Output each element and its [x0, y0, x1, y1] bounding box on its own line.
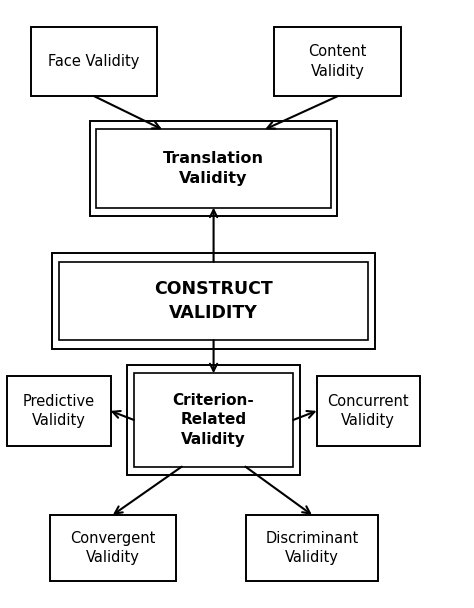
Bar — [53, 254, 375, 348]
Bar — [317, 376, 419, 446]
Text: CONSTRUCT
VALIDITY: CONSTRUCT VALIDITY — [154, 280, 273, 322]
Text: Predictive
Validity: Predictive Validity — [23, 393, 95, 428]
Bar — [97, 130, 331, 207]
Text: Face Validity: Face Validity — [48, 54, 140, 69]
Bar — [8, 376, 110, 446]
Bar — [59, 262, 368, 340]
Text: Concurrent
Validity: Concurrent Validity — [328, 393, 409, 428]
Text: Discriminant
Validity: Discriminant Validity — [265, 531, 358, 565]
Bar — [128, 365, 300, 475]
Text: Criterion-
Related
Validity: Criterion- Related Validity — [173, 393, 255, 447]
Bar — [134, 373, 293, 467]
Bar — [31, 27, 157, 96]
Text: Convergent
Validity: Convergent Validity — [70, 531, 155, 565]
Text: Translation
Validity: Translation Validity — [163, 151, 264, 186]
Bar — [50, 515, 176, 581]
Bar — [90, 121, 337, 216]
Bar — [274, 27, 401, 96]
Bar — [246, 515, 377, 581]
Text: Content
Validity: Content Validity — [309, 44, 367, 79]
